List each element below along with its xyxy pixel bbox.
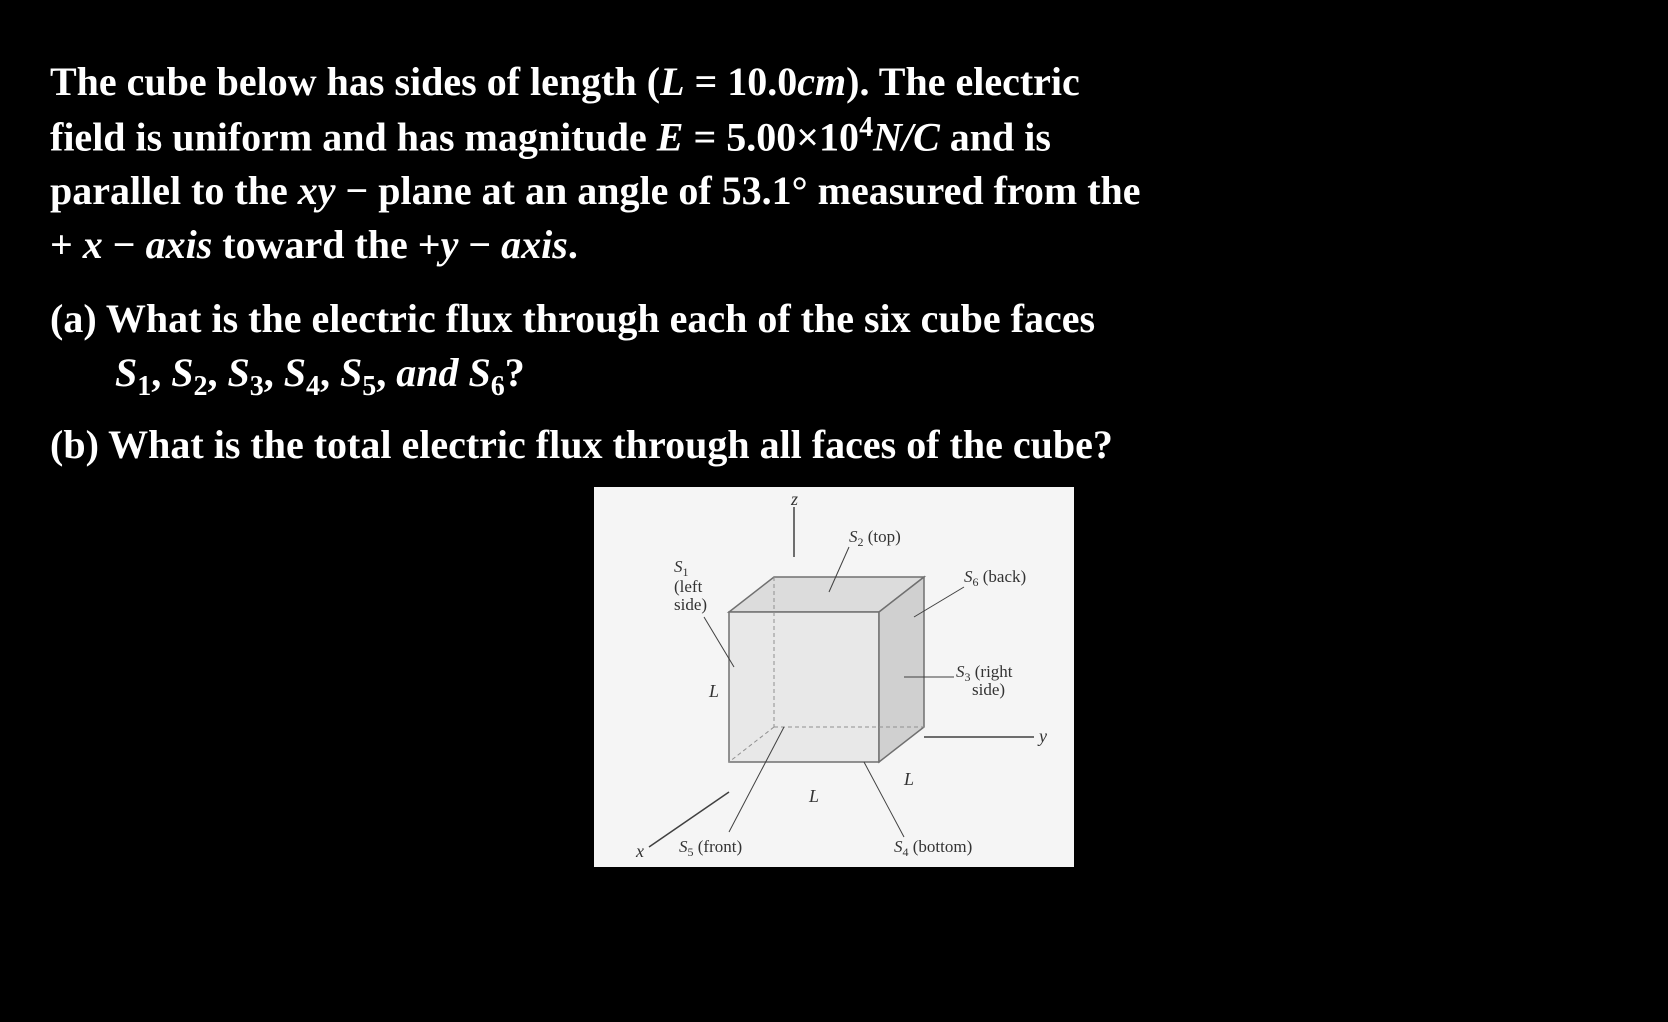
s4-desc: (bottom) <box>909 837 973 856</box>
s1-desc1: (left <box>674 577 703 596</box>
L-label-right: L <box>903 769 914 789</box>
text: The cube below has sides of length ( <box>50 59 660 104</box>
s-var: S <box>171 350 193 395</box>
text: field is uniform and has magnitude <box>50 114 657 159</box>
var-L: L <box>660 59 684 104</box>
text: − plane at an angle of 53.1° measured fr… <box>336 168 1141 213</box>
svg-text:S5 (front): S5 (front) <box>679 837 742 859</box>
comma: , <box>320 350 340 395</box>
and: and <box>396 350 468 395</box>
unit-cm: cm <box>797 59 846 104</box>
qmark: ? <box>505 350 525 395</box>
s1-desc2: side) <box>674 595 707 614</box>
s5-desc: (front) <box>694 837 743 856</box>
s6-desc: (back) <box>979 567 1027 586</box>
s3-desc2: side) <box>972 680 1005 699</box>
text: toward the + <box>212 222 440 267</box>
sub: 2 <box>194 371 208 402</box>
text: − <box>103 222 146 267</box>
x-axis-label: x <box>635 841 644 861</box>
text: . <box>568 222 578 267</box>
s-var: S <box>228 350 250 395</box>
sub: 1 <box>137 371 151 402</box>
svg-text:S2 (top): S2 (top) <box>849 527 901 549</box>
header-strip <box>50 30 1618 45</box>
var-xy: xy <box>298 168 336 213</box>
text: parallel to the <box>50 168 298 213</box>
question-a: (a) What is the electric flux through ea… <box>50 292 1618 406</box>
L-label-left: L <box>708 681 719 701</box>
y-axis-label: y <box>1037 726 1047 746</box>
s2-desc: (top) <box>864 527 901 546</box>
text: + <box>50 222 83 267</box>
question-b-text: (b) What is the total electric flux thro… <box>50 422 1113 467</box>
comma: , <box>151 350 171 395</box>
exponent: 4 <box>859 112 873 143</box>
question-b: (b) What is the total electric flux thro… <box>50 418 1618 472</box>
text: = 10.0 <box>685 59 798 104</box>
word-axis: axis <box>146 222 213 267</box>
diagram-container: z y x L L L <box>50 487 1618 867</box>
text: − <box>458 222 501 267</box>
sub: 6 <box>491 371 505 402</box>
comma: , <box>264 350 284 395</box>
sub: 4 <box>306 371 320 402</box>
s3-desc1: (right <box>971 662 1013 681</box>
z-axis-label: z <box>790 489 798 509</box>
text: = 5.00×10 <box>683 114 859 159</box>
sub: 3 <box>250 371 264 402</box>
s-var: S <box>115 350 137 395</box>
problem-statement: The cube below has sides of length (L = … <box>50 55 1618 272</box>
text: ). The electric <box>846 59 1080 104</box>
s-var: S <box>469 350 491 395</box>
var-x: x <box>83 222 103 267</box>
svg-text:S1: S1 <box>674 557 689 579</box>
var-y: y <box>441 222 459 267</box>
unit-NC: N/C <box>873 114 940 159</box>
L-label-bottom: L <box>808 786 819 806</box>
cube-diagram: z y x L L L <box>594 487 1074 867</box>
svg-text:S4 (bottom): S4 (bottom) <box>894 837 972 859</box>
var-E: E <box>657 114 684 159</box>
svg-text:S6 (back): S6 (back) <box>964 567 1026 589</box>
text: and is <box>940 114 1051 159</box>
sub: 5 <box>362 371 376 402</box>
s-var: S <box>284 350 306 395</box>
s-var: S <box>340 350 362 395</box>
comma: , <box>376 350 396 395</box>
word-axis: axis <box>501 222 568 267</box>
question-a-text: (a) What is the electric flux through ea… <box>50 296 1095 341</box>
comma: , <box>208 350 228 395</box>
